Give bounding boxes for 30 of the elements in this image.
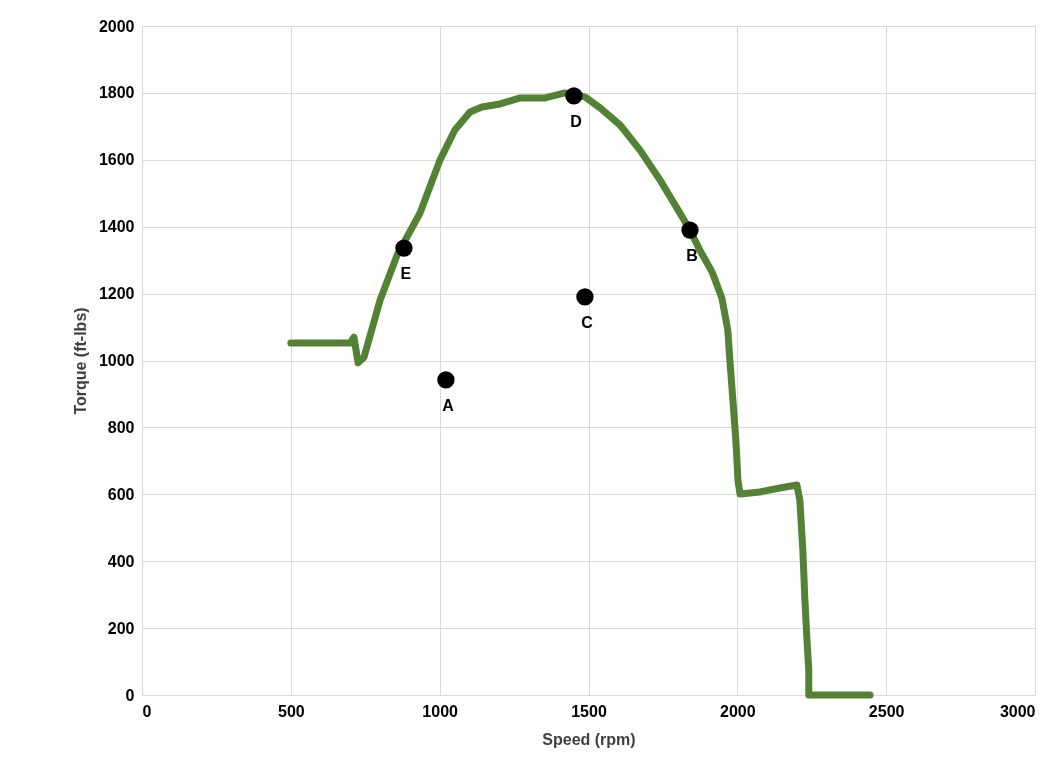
x-axis-title: Speed (rpm)	[542, 730, 636, 748]
annotation: E	[400, 265, 412, 283]
annotation: C	[581, 313, 594, 331]
x-tick-label: 3000	[999, 702, 1036, 720]
y-tick-label: 1600	[98, 151, 135, 169]
point	[565, 87, 583, 105]
y-tick-label: 800	[107, 418, 135, 436]
x-tick-label: 500	[277, 702, 305, 720]
point	[437, 371, 455, 389]
annotation: B	[686, 247, 698, 265]
point	[395, 239, 413, 257]
point	[681, 221, 699, 239]
point	[576, 288, 594, 306]
y-tick-label: 400	[107, 552, 135, 570]
y-tick-label: 1800	[98, 84, 135, 102]
y-tick-label: 200	[107, 619, 135, 637]
y-tick-label: 0	[125, 686, 135, 704]
y-tick-label: 600	[107, 485, 135, 503]
annotation: D	[570, 112, 582, 130]
y-tick-label: 1200	[98, 285, 135, 303]
x-tick-label: 2500	[868, 702, 905, 720]
x-tick-label: 1500	[571, 702, 607, 720]
y-tick-label: 2000	[98, 17, 135, 35]
annotation: A	[442, 396, 455, 414]
x-tick-label: 1000	[422, 702, 459, 720]
y-tick-label: 1400	[98, 218, 135, 236]
y-tick-label: 1000	[98, 352, 135, 369]
x-tick-label: 0	[142, 702, 152, 720]
y-axis-title: Torque (ft-lbs)	[71, 307, 89, 415]
x-tick-label: 2000	[720, 702, 756, 720]
